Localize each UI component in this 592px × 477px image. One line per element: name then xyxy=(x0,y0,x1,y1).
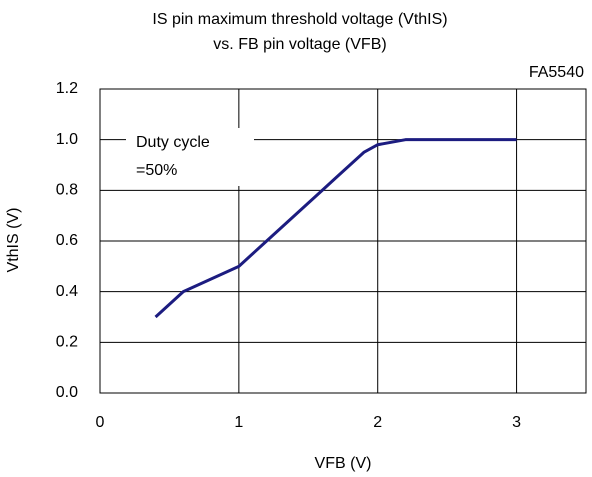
y-tick-label: 1.2 xyxy=(56,80,78,97)
chart-title: IS pin maximum threshold voltage (VthIS) xyxy=(152,11,447,28)
plot-frame xyxy=(99,88,587,394)
annotation: FA5540 xyxy=(529,64,584,81)
x-tick-label: 3 xyxy=(512,414,521,431)
note-text: Duty cycle xyxy=(136,134,210,151)
y-tick-label: 0.2 xyxy=(56,334,78,351)
chart-subtitle: vs. FB pin voltage (VFB) xyxy=(213,36,386,53)
x-axis-label: VFB (V) xyxy=(315,455,372,472)
y-tick-label: 0.6 xyxy=(56,232,78,249)
x-tick-label: 2 xyxy=(373,414,382,431)
x-tick-label: 0 xyxy=(96,414,105,431)
y-tick-label: 0.0 xyxy=(56,384,78,401)
note-background xyxy=(126,128,254,186)
y-tick-label: 1.0 xyxy=(56,131,78,148)
note-text: =50% xyxy=(136,162,177,179)
y-tick-label: 0.4 xyxy=(56,283,78,300)
data-line xyxy=(154,138,517,319)
x-tick-label: 1 xyxy=(234,414,243,431)
y-axis-label: VthIS (V) xyxy=(5,208,22,273)
y-tick-label: 0.8 xyxy=(56,182,78,199)
